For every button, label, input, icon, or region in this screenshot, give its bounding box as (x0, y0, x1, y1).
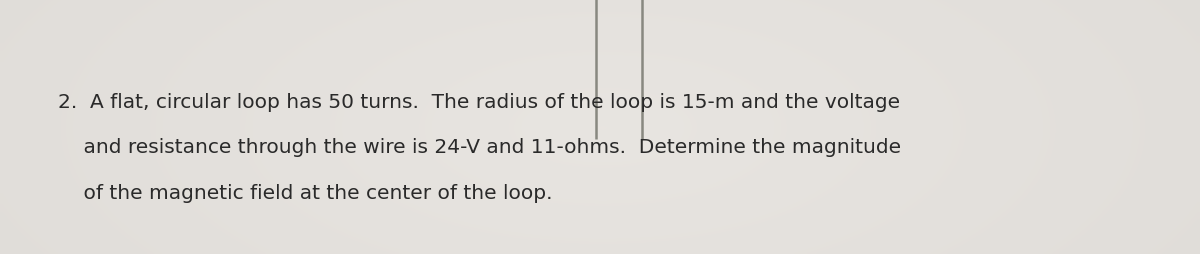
Text: of the magnetic field at the center of the loop.: of the magnetic field at the center of t… (58, 184, 552, 202)
Text: and resistance through the wire is 24-V and 11-ohms.  Determine the magnitude: and resistance through the wire is 24-V … (58, 138, 901, 157)
Text: 2.  A flat, circular loop has 50 turns.  The radius of the loop is 15-m and the : 2. A flat, circular loop has 50 turns. T… (58, 92, 900, 111)
